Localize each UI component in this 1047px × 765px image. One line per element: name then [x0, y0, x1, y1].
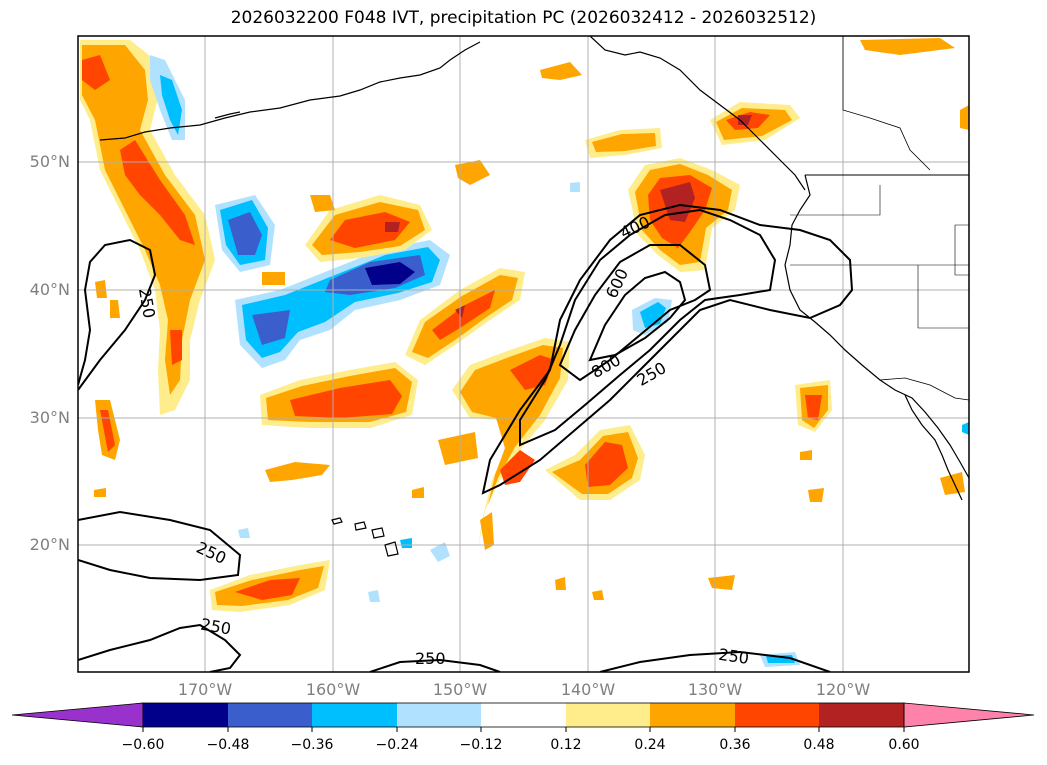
colorbar-segment — [650, 703, 735, 727]
colorbar-segment — [228, 703, 312, 727]
lon-label: 120°W — [815, 680, 871, 699]
colorbar-segment — [143, 703, 228, 727]
lat-label: 50°N — [29, 152, 70, 171]
map-title: 2026032200 F048 IVT, precipitation PC (2… — [230, 8, 817, 28]
lon-label: 160°W — [305, 680, 361, 699]
lat-label: 20°N — [29, 535, 70, 554]
colorbar-extend-min — [11, 702, 144, 728]
lat-label: 40°N — [29, 280, 70, 299]
colorbar-extend-max — [903, 702, 1035, 728]
lon-label: 150°W — [432, 680, 488, 699]
contour-250 — [481, 203, 854, 495]
gridlines — [78, 36, 969, 672]
colorbar-tick-label: −0.24 — [375, 737, 419, 753]
colorbar — [11, 702, 1035, 732]
contour-400 — [519, 208, 777, 447]
colorbar-tick-label: 0.36 — [719, 737, 751, 753]
contour-250-west — [78, 510, 242, 582]
contour-label: 250 — [415, 649, 446, 668]
colorbar-tick-label: 0.60 — [888, 737, 920, 753]
contour-label: 250 — [717, 645, 750, 668]
colorbar-segment — [312, 703, 397, 727]
colorbar-segment — [566, 703, 650, 727]
colorbar-tick-label: −0.36 — [290, 737, 334, 753]
map-frame — [77, 35, 970, 673]
precip-shading — [80, 38, 969, 667]
colorbar-tick-label: 0.12 — [550, 737, 582, 753]
lon-label: 130°W — [687, 680, 743, 699]
colorbar-segment — [481, 703, 566, 727]
contour-800 — [588, 270, 687, 362]
contour-labels: 250 400 600 800 250 250 250 250 250 — [135, 212, 750, 668]
contour-250-west — [78, 238, 157, 391]
colorbar-tick-label: −0.48 — [206, 737, 250, 753]
colorbar-segment — [397, 703, 481, 727]
colorbar-tick-label: −0.12 — [459, 737, 503, 753]
lon-label: 140°W — [560, 680, 616, 699]
colorbar-segment — [819, 703, 904, 727]
ivt-contours — [78, 203, 854, 672]
lat-label: 30°N — [29, 408, 70, 427]
colorbar-tick-label: −0.60 — [121, 737, 165, 753]
lon-label: 170°W — [177, 680, 233, 699]
colorbar-tick-label: 0.48 — [803, 737, 835, 753]
colorbar-tick-label: 0.24 — [634, 737, 666, 753]
colorbar-segment — [735, 703, 819, 727]
